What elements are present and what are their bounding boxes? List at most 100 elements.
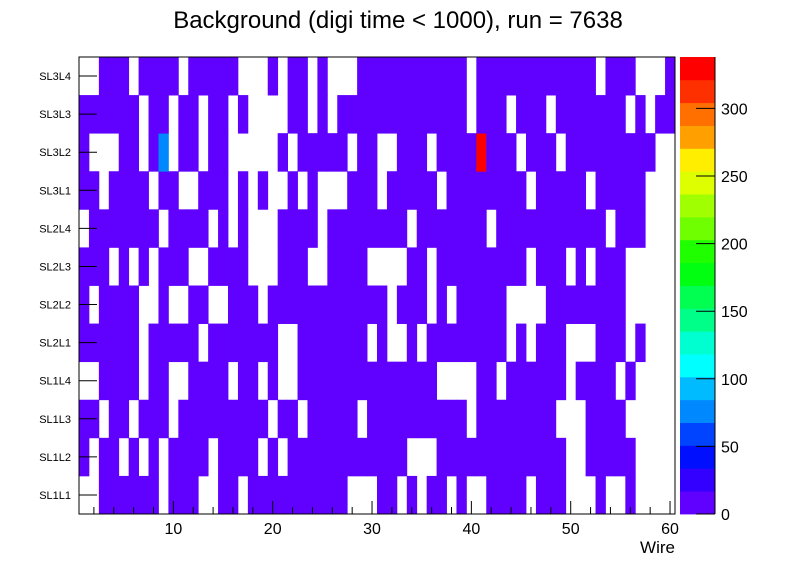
heatmap-cell-SL2L1-wire-53 — [595, 323, 606, 363]
heatmap-cell-SL3L1-wire-15 — [218, 171, 229, 210]
heatmap-cell-SL2L4-wire-37 — [436, 209, 447, 248]
heatmap-cell-SL2L4-wire-41 — [476, 209, 487, 248]
color-bar-segment — [680, 57, 715, 81]
heatmap-cell-SL3L3-wire-8 — [148, 95, 159, 134]
heatmap-cell-SL2L3-wire-27 — [337, 247, 348, 286]
heatmap-cell-SL1L2-wire-38 — [446, 437, 457, 477]
heatmap-cell-SL1L2-wire-22 — [287, 437, 298, 477]
heatmap-cell-SL2L4-wire-26 — [327, 209, 338, 248]
heatmap-cell-SL3L3-wire-22 — [287, 95, 298, 134]
heatmap-cell-SL1L2-wire-6 — [128, 437, 139, 477]
heatmap-cell-SL2L2-wire-21 — [277, 285, 288, 324]
color-bar-segment — [680, 354, 715, 378]
heatmap-cell-SL3L1-wire-22 — [287, 171, 298, 210]
heatmap-cell-SL1L3-wire-26 — [327, 399, 338, 439]
color-bar-segment — [680, 285, 715, 309]
heatmap-cell-SL3L3-wire-9 — [158, 95, 169, 134]
heatmap-cell-SL1L2-wire-3 — [98, 437, 110, 477]
heatmap-cell-SL1L1-wire-26 — [327, 475, 338, 515]
heatmap-cell-SL3L2-wire-51 — [575, 133, 586, 172]
heatmap-cell-SL2L3-wire-49 — [555, 247, 567, 286]
heatmap-cell-SL1L1-wire-3 — [98, 475, 110, 515]
heatmap-cell-SL3L2-wire-50 — [565, 133, 577, 172]
heatmap-cell-SL1L2-wire-47 — [535, 437, 547, 477]
heatmap-cell-SL2L2-wire-52 — [585, 285, 596, 324]
heatmap-cell-SL3L4-wire-50 — [565, 57, 577, 96]
heatmap-cell-SL3L3-wire-32 — [386, 95, 398, 134]
heatmap-cell-SL2L4-wire-53 — [595, 209, 606, 248]
heatmap-cell-SL3L3-wire-39 — [456, 95, 467, 134]
y-tick-label: SL3L2 — [39, 147, 71, 159]
heatmap-cell-SL3L4-wire-34 — [406, 57, 418, 96]
heatmap-cell-SL2L1-wire-14 — [208, 323, 219, 363]
heatmap-cell-SL3L3-wire-23 — [297, 95, 308, 134]
heatmap-cell-SL1L4-wire-49 — [555, 361, 567, 401]
heatmap-cell-SL1L3-wire-46 — [526, 399, 537, 439]
heatmap-cell-SL2L4-wire-31 — [377, 209, 388, 248]
heatmap-cell-SL3L2-wire-55 — [615, 133, 626, 172]
heatmap-cell-SL2L1-wire-31 — [377, 323, 388, 363]
heatmap-cell-SL3L2-wire-57 — [635, 133, 646, 172]
heatmap-cell-SL1L2-wire-31 — [377, 437, 388, 477]
heatmap-cell-SL3L3-wire-42 — [486, 95, 497, 134]
heatmap-cell-SL3L4-wire-36 — [426, 57, 437, 96]
heatmap-cell-SL1L3-wire-25 — [317, 399, 328, 439]
heatmap-cell-SL2L2-wire-9 — [158, 285, 169, 324]
heatmap-cell-SL1L1-wire-21 — [277, 475, 288, 515]
heatmap-cell-SL3L1-wire-57 — [635, 171, 646, 210]
heatmap-cell-SL1L2-wire-45 — [516, 437, 527, 477]
heatmap-cell-SL1L2-wire-52 — [585, 437, 596, 477]
heatmap-cell-SL1L1-wire-27 — [337, 475, 348, 515]
heatmap-cell-SL1L2-wire-18 — [247, 437, 259, 477]
heatmap-cell-SL2L3-wire-21 — [277, 247, 288, 286]
heatmap-cell-SL1L2-wire-42 — [486, 437, 497, 477]
heatmap-cell-SL3L2-wire-52 — [585, 133, 596, 172]
heatmap-cell-SL1L4-wire-25 — [317, 361, 328, 401]
heatmap-cell-SL2L1-wire-16 — [228, 323, 239, 363]
heatmap-cell-SL2L1-wire-45 — [516, 323, 527, 363]
heatmap-cell-SL1L3-wire-53 — [595, 399, 606, 439]
color-bar-segment — [680, 422, 715, 446]
heatmap-cell-SL3L1-wire-39 — [456, 171, 467, 210]
heatmap-cell-SL1L1-wire-4 — [108, 475, 120, 515]
heatmap-cell-SL2L3-wire-7 — [138, 247, 149, 286]
heatmap-cell-SL2L1-wire-48 — [545, 323, 557, 363]
heatmap-cell-SL3L1-wire-55 — [615, 171, 626, 210]
heatmap-cell-SL3L1-wire-45 — [516, 171, 527, 210]
heatmap-cell-SL1L1-wire-43 — [496, 475, 507, 515]
heatmap-cell-SL2L3-wire-29 — [357, 247, 368, 286]
heatmap-cell-SL2L4-wire-45 — [516, 209, 527, 248]
heatmap-cell-SL1L1-wire-11 — [178, 475, 189, 515]
heatmap-cell-SL1L3-wire-9 — [158, 399, 169, 439]
heatmap-cell-SL3L4-wire-46 — [526, 57, 537, 96]
heatmap-cell-SL2L4-wire-3 — [98, 209, 110, 248]
heatmap-cell-SL2L1-wire-8 — [148, 323, 159, 363]
heatmap-cell-SL1L3-wire-15 — [218, 399, 229, 439]
heatmap-cell-SL2L4-wire-6 — [128, 209, 139, 248]
heatmap-cell-SL3L2-wire-35 — [416, 133, 428, 172]
heatmap-cell-SL3L4-wire-4 — [108, 57, 120, 96]
heatmap-cell-SL3L3-wire-49 — [555, 95, 567, 134]
heatmap-cell-SL3L1-wire-43 — [496, 171, 507, 210]
heatmap-cell-SL2L1-wire-11 — [178, 323, 189, 363]
heatmap-cell-SL1L1-wire-23 — [297, 475, 308, 515]
heatmap-cell-SL3L1-wire-6 — [128, 171, 139, 210]
heatmap-cell-SL3L2-wire-41 — [476, 133, 487, 172]
heatmap-cell-SL1L2-wire-16 — [228, 437, 239, 477]
heatmap-cell-SL1L3-wire-24 — [307, 399, 318, 439]
heatmap-cell-SL3L4-wire-47 — [535, 57, 547, 96]
heatmap-cell-SL1L2-wire-8 — [148, 437, 159, 477]
heatmap-cell-SL3L4-wire-29 — [357, 57, 368, 96]
heatmap-cell-SL1L2-wire-15 — [218, 437, 229, 477]
heatmap-cell-SL2L4-wire-38 — [446, 209, 457, 248]
heatmap-cell-SL2L4-wire-28 — [347, 209, 358, 248]
heatmap-cell-SL2L1-wire-40 — [466, 323, 477, 363]
heatmap-cell-SL3L3-wire-4 — [108, 95, 120, 134]
heatmap-cell-SL2L4-wire-57 — [635, 209, 646, 248]
heatmap-cell-SL2L2-wire-55 — [615, 285, 626, 324]
x-tick-label: 60 — [661, 521, 679, 538]
heatmap-cell-SL3L4-wire-31 — [377, 57, 388, 96]
heatmap-cell-SL3L2-wire-47 — [535, 133, 547, 172]
heatmap-cell-SL1L4-wire-26 — [327, 361, 338, 401]
color-bar-segment — [680, 216, 715, 241]
